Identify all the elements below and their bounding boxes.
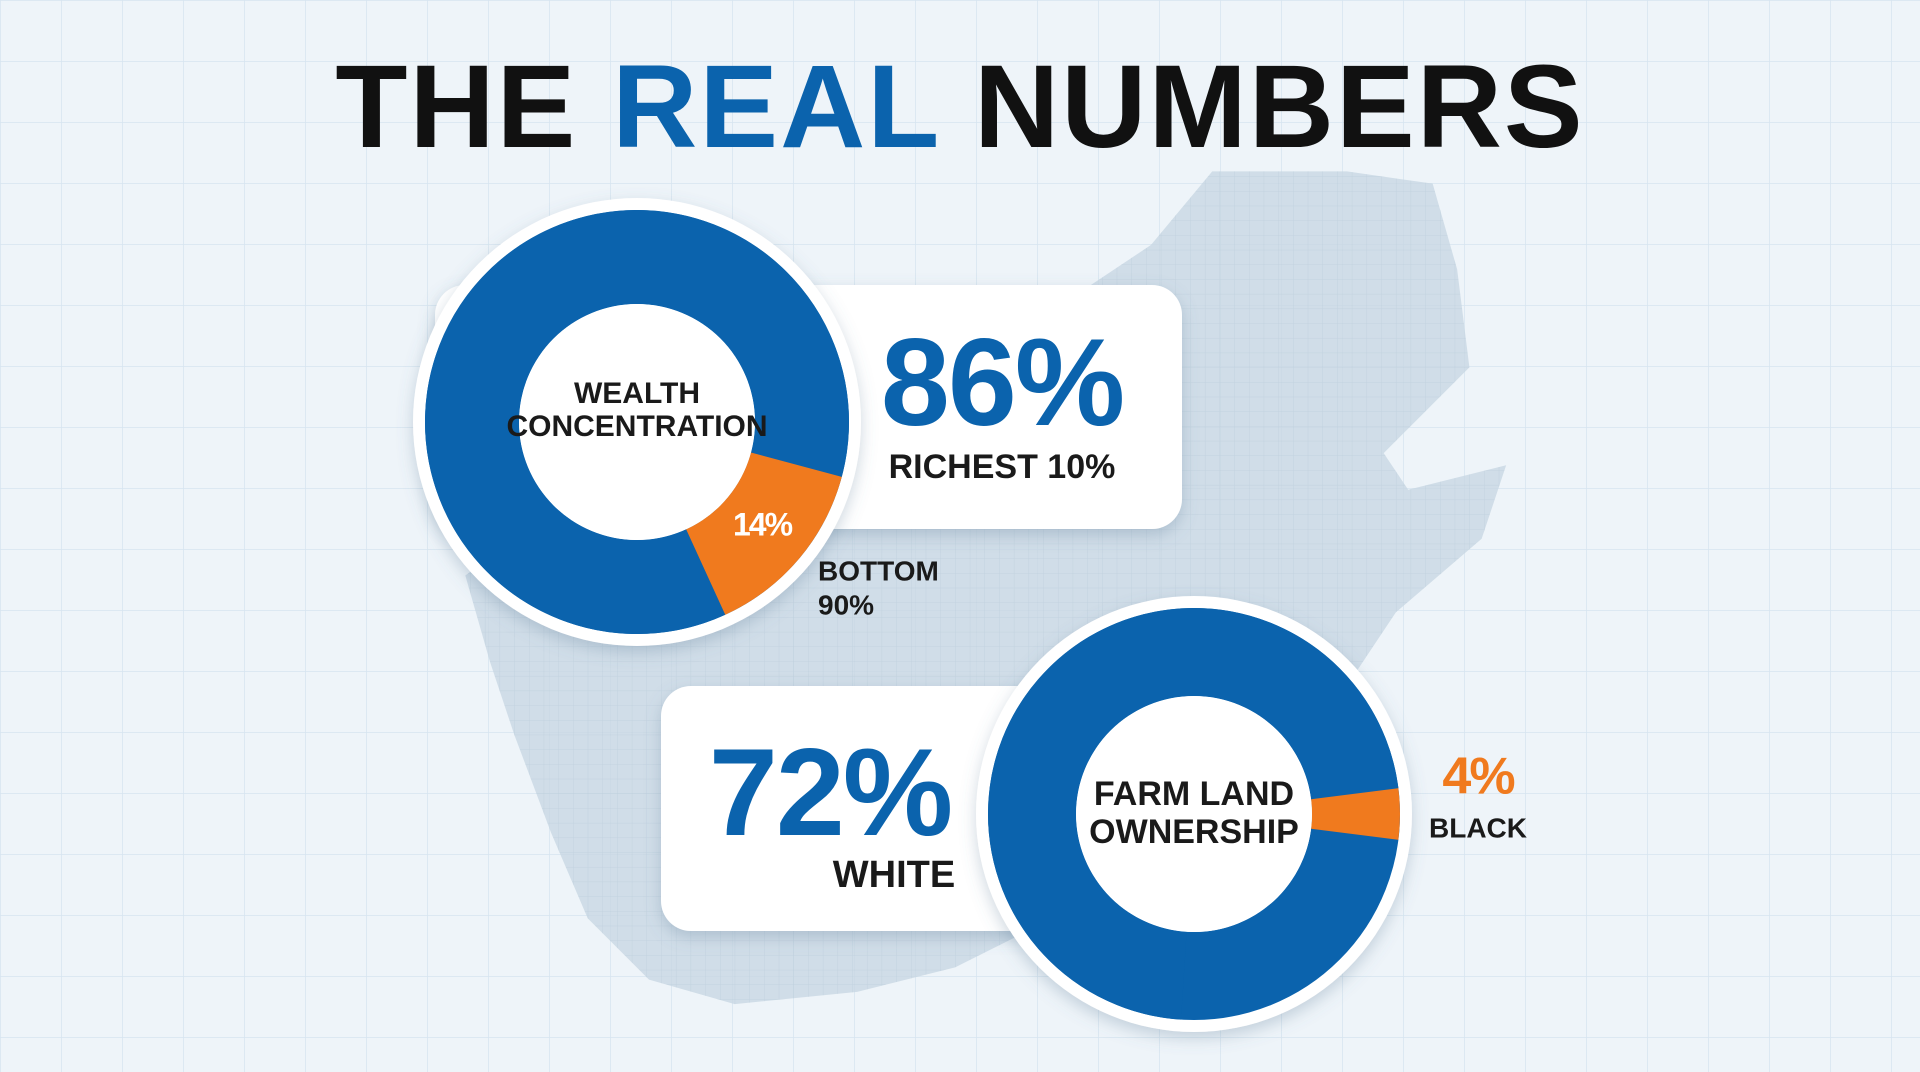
donut-slice <box>1311 788 1400 840</box>
donut-center-label: CONCENTRATION <box>506 410 767 443</box>
donut-center-label: WEALTH <box>574 377 700 410</box>
slice-label: BLACK <box>1429 812 1527 843</box>
donut-slice <box>686 452 842 615</box>
slice-label: BOTTOM <box>818 555 939 586</box>
value-label: 4% <box>1442 748 1514 806</box>
slice-label: RICHEST 10% <box>889 448 1116 486</box>
title-word: REAL <box>612 41 939 173</box>
title-word: NUMBERS <box>974 41 1585 173</box>
donut-center-label: OWNERSHIP <box>1089 813 1299 851</box>
page-title: THE REAL NUMBERS <box>335 41 1584 173</box>
donut-hole <box>1076 696 1312 932</box>
value-label: 72% <box>709 724 951 862</box>
donut-center-label: FARM LAND <box>1094 775 1294 813</box>
donut-slice <box>425 210 849 634</box>
value-label: 14% <box>733 506 793 542</box>
donut-hole <box>519 304 755 540</box>
title-word: THE <box>335 41 577 173</box>
slice-label: WHITE <box>833 854 955 896</box>
slice-label: 90% <box>818 589 874 620</box>
value-label: 86% <box>881 314 1123 452</box>
donut-slice <box>988 608 1399 1020</box>
